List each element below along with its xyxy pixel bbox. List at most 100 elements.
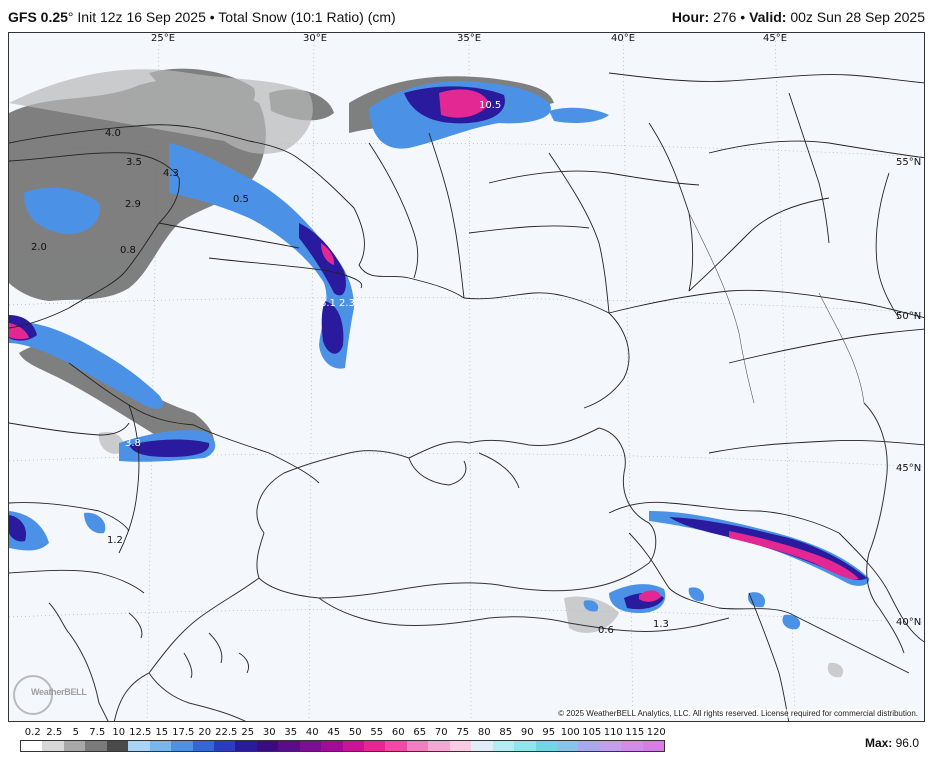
value-label: 10.5	[479, 100, 502, 111]
header-right: Hour: 276 • Valid: 00z Sun 28 Sep 2025	[672, 9, 925, 25]
legend-label: 115	[625, 727, 645, 738]
legend-swatch	[63, 741, 86, 751]
legend-swatch	[342, 741, 364, 751]
valid-value: 00z Sun 28 Sep 2025	[786, 9, 925, 25]
weatherbell-logo: WeatherBELL	[13, 675, 93, 715]
legend-label: 65	[413, 727, 427, 738]
value-label: 3.5	[126, 157, 142, 168]
legend-label: 100	[560, 727, 580, 738]
lat-label-45n: 45°N	[896, 463, 922, 474]
legend-label: 22.5	[215, 727, 238, 738]
hour-value: 276 •	[709, 9, 750, 25]
legend-swatch	[106, 741, 129, 751]
caspian-coast	[863, 402, 905, 654]
logo-text: WeatherBELL	[31, 687, 87, 697]
max-value: Max: 96.0	[865, 736, 919, 750]
legend-swatch	[364, 741, 386, 751]
legend-labels: 0.2 2.5 5 7.5 10 12.5 15 17.5 20 22.5 25 30 35 40 45 50…	[20, 727, 670, 740]
legend-swatch	[256, 741, 279, 751]
legend-swatch	[492, 741, 515, 751]
legend-swatch	[621, 741, 643, 751]
value-label: 0.6	[598, 625, 614, 636]
lon-label-40e: 40°E	[611, 33, 636, 44]
snow-map: 25°E 30°E 35°E 40°E 45°E 55°N 50°N 45°N …	[8, 32, 925, 722]
legend-label: 50	[348, 727, 362, 738]
max-label: Max:	[864, 736, 893, 750]
value-label: 1.2	[107, 535, 123, 546]
legend-swatch	[149, 741, 172, 751]
legend-label: 95	[542, 727, 556, 738]
legend-swatch	[278, 741, 300, 751]
degree-symbol: °	[67, 9, 74, 25]
value-label: 0.5	[233, 194, 249, 205]
logo-ring-icon	[13, 675, 53, 715]
legend-label: 110	[603, 727, 623, 738]
color-legend: 0.2 2.5 5 7.5 10 12.5 15 17.5 20 22.5 25 30 35 40 45 50…	[20, 727, 670, 767]
legend-swatch	[535, 741, 557, 751]
valid-label: Valid:	[749, 9, 787, 25]
legend-swatch	[192, 741, 214, 751]
lon-label-35e: 35°E	[457, 33, 482, 44]
legend-label: 90	[520, 727, 534, 738]
snow-trace	[9, 69, 844, 678]
legend-label: 75	[456, 727, 470, 738]
snow-heavy	[9, 86, 867, 610]
legend-label: 40	[305, 727, 319, 738]
legend-swatch	[128, 741, 150, 751]
legend-label: 7.5	[89, 727, 106, 738]
legend-label: 10	[112, 727, 126, 738]
model-name: GFS 0.25	[8, 9, 68, 25]
legend-label: 20	[198, 727, 212, 738]
legend-label: 55	[370, 727, 384, 738]
legend-label: 30	[262, 727, 276, 738]
header: GFS 0.25° Init 12z 16 Sep 2025 • Total S…	[0, 0, 935, 32]
legend-swatch	[642, 741, 665, 751]
lat-label-50n: 50°N	[896, 311, 922, 322]
legend-label: 80	[477, 727, 491, 738]
coastlines	[48, 427, 730, 721]
legend-swatch	[599, 741, 622, 751]
lat-label-55n: 55°N	[896, 157, 922, 168]
init-info: Init 12z 16 Sep 2025 • Total Snow (10:1 …	[73, 9, 396, 25]
legend-label: 35	[284, 727, 298, 738]
legend-label: 120	[646, 727, 666, 738]
snow-extreme	[9, 89, 859, 602]
lon-label-30e: 30°E	[303, 33, 328, 44]
legend-label: 105	[582, 727, 602, 738]
legend-swatch	[85, 741, 107, 751]
rivers	[688, 212, 865, 404]
legend-label: 85	[499, 727, 513, 738]
map-canvas	[9, 33, 924, 721]
max-number: 96.0	[892, 736, 919, 750]
legend-swatch	[299, 741, 322, 751]
value-label: 2.3	[339, 298, 355, 309]
legend-swatch	[406, 741, 429, 751]
value-label: 2.0	[31, 242, 47, 253]
value-label: 0.8	[120, 245, 136, 256]
legend-swatch	[449, 741, 472, 751]
lon-label-25e: 25°E	[151, 33, 176, 44]
legend-label: 15	[155, 727, 169, 738]
legend-swatch	[321, 741, 343, 751]
value-label: 4.0	[105, 128, 121, 139]
legend-label: 2.5	[46, 727, 63, 738]
legend-label: 70	[434, 727, 448, 738]
value-label: 1.3	[653, 619, 669, 630]
legend-label: 25	[241, 727, 255, 738]
legend-swatch	[235, 741, 257, 751]
value-label: 8.1	[320, 298, 336, 309]
legend-label: 45	[327, 727, 341, 738]
legend-swatch	[213, 741, 236, 751]
legend-label: 0.2	[24, 727, 41, 738]
legend-label: 17.5	[172, 727, 195, 738]
legend-swatch	[42, 741, 64, 751]
legend-swatch	[21, 741, 43, 751]
legend-label: 12.5	[129, 727, 152, 738]
legend-swatch	[578, 741, 600, 751]
hour-label: Hour:	[671, 9, 710, 25]
legend-swatch	[171, 741, 193, 751]
legend-label: 5	[72, 727, 79, 738]
legend-swatch	[556, 741, 579, 751]
legend-bar	[20, 740, 665, 752]
